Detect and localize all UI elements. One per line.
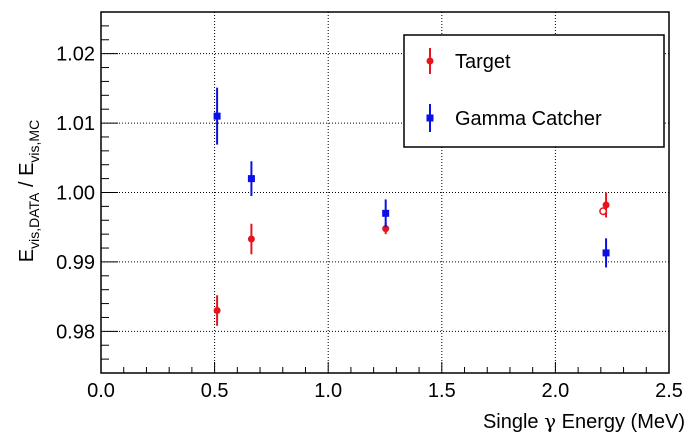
x-tick-label: 0.5 <box>201 380 229 402</box>
target-point <box>213 307 221 315</box>
x-tick-label: 2.0 <box>541 380 569 402</box>
legend-target-marker <box>426 57 434 65</box>
x-axis-title: Single γ Energy (MeV) <box>483 409 685 433</box>
x-tick-label: 1.5 <box>428 380 456 402</box>
y-tick-label: 1.00 <box>56 183 95 205</box>
y-tick-label: 0.98 <box>56 321 95 343</box>
y-axis-title: Evis,DATA / Evis,MC <box>16 120 42 262</box>
series-target <box>213 192 610 326</box>
gamma-catcher-point <box>213 112 221 120</box>
legend-box <box>403 34 665 148</box>
x-tick-label: 2.5 <box>655 380 683 402</box>
gamma-catcher-point <box>602 249 610 257</box>
gamma-catcher-point <box>247 175 255 183</box>
gamma-catcher-point <box>382 209 390 217</box>
legend: Target Gamma Catcher <box>403 34 665 148</box>
plot-frame <box>100 11 670 374</box>
x-tick-label: 0.0 <box>87 380 115 402</box>
y-tick-label: 1.02 <box>56 44 95 66</box>
axis-tick-labels: 0.0 0.5 1.0 1.5 2.0 2.5 0.98 0.99 1.00 1.01 1.02 <box>56 44 683 402</box>
legend-target-label: Target <box>455 51 511 73</box>
target-point <box>382 225 390 233</box>
legend-gamma-catcher-marker <box>426 114 434 122</box>
y-tick-label: 0.99 <box>56 252 95 274</box>
target-point <box>602 201 610 209</box>
series-gamma-catcher <box>213 87 610 268</box>
target-open-point <box>599 207 608 216</box>
target-point <box>247 235 255 243</box>
y-tick-label: 1.01 <box>56 113 95 135</box>
data-series <box>213 87 610 326</box>
legend-entry-gamma-catcher: Gamma Catcher <box>426 104 602 132</box>
legend-gamma-catcher-label: Gamma Catcher <box>455 108 602 130</box>
legend-entry-target: Target <box>426 48 511 74</box>
x-tick-label: 1.0 <box>314 380 342 402</box>
